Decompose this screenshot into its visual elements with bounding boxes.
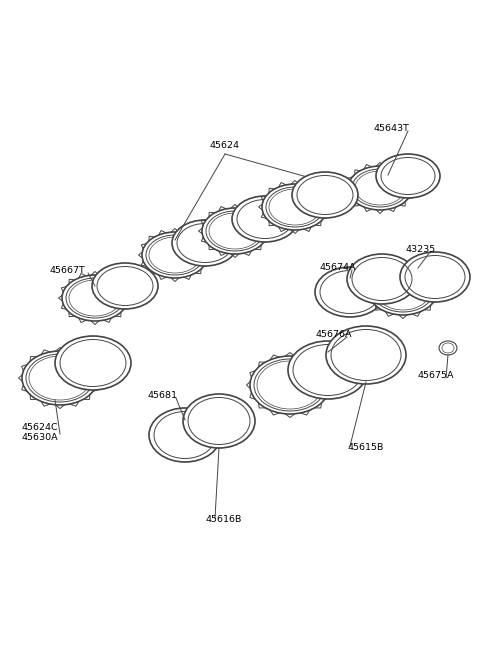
Ellipse shape [315, 267, 385, 317]
Ellipse shape [348, 166, 412, 210]
Ellipse shape [92, 263, 158, 309]
Ellipse shape [142, 232, 208, 278]
Text: 45667T: 45667T [50, 266, 86, 275]
Ellipse shape [172, 220, 238, 266]
Ellipse shape [183, 394, 255, 448]
Text: 45676A: 45676A [315, 330, 351, 339]
Text: 45615B: 45615B [348, 443, 384, 452]
Ellipse shape [55, 336, 131, 390]
Ellipse shape [22, 351, 98, 405]
Text: 45630A: 45630A [22, 433, 59, 442]
Text: 45675A: 45675A [418, 371, 455, 380]
Ellipse shape [400, 252, 470, 302]
Ellipse shape [439, 341, 457, 355]
Text: 43235: 43235 [405, 245, 435, 254]
Text: 45681: 45681 [148, 391, 178, 400]
Text: 45643T: 45643T [373, 124, 409, 133]
Text: 45624: 45624 [210, 141, 240, 150]
Ellipse shape [232, 196, 298, 242]
Ellipse shape [347, 254, 417, 304]
Text: 45616B: 45616B [205, 515, 241, 524]
Ellipse shape [250, 356, 330, 414]
Ellipse shape [292, 172, 358, 218]
Text: 45674A: 45674A [320, 263, 357, 272]
Ellipse shape [368, 265, 438, 315]
Ellipse shape [376, 154, 440, 198]
Ellipse shape [202, 208, 268, 254]
Ellipse shape [262, 184, 328, 230]
Text: 45624C: 45624C [22, 423, 59, 432]
Ellipse shape [326, 326, 406, 384]
Ellipse shape [62, 275, 128, 321]
Ellipse shape [149, 408, 221, 462]
Ellipse shape [288, 341, 368, 399]
